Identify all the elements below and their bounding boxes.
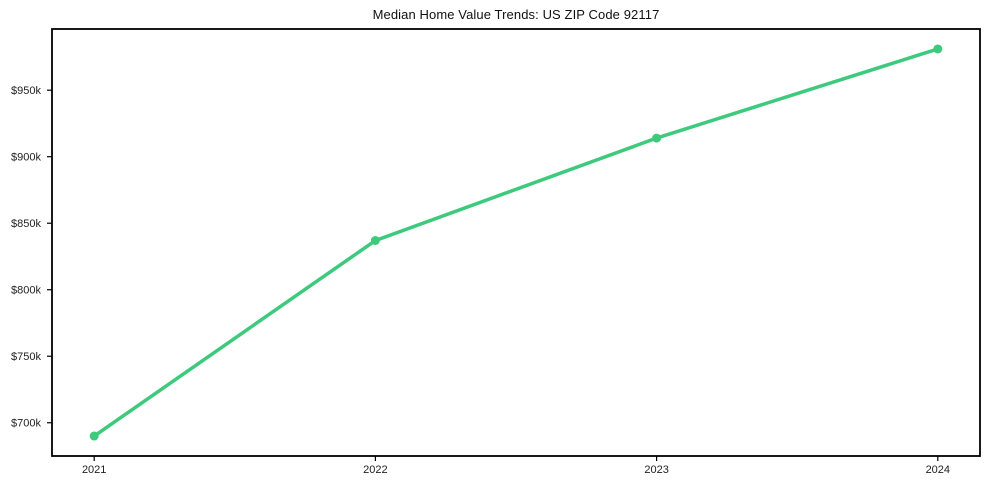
plot-border (51, 28, 981, 457)
trend-line (92, 47, 940, 438)
x-tick-label: 2021 (82, 464, 106, 476)
chart-title: Median Home Value Trends: US ZIP Code 92… (372, 7, 660, 22)
y-tick-label: $700k (11, 418, 41, 430)
x-tick-label: 2023 (644, 464, 668, 476)
y-tick-label: $750k (11, 351, 41, 363)
x-tick-label: 2024 (926, 464, 950, 476)
data-point-marker (933, 44, 943, 54)
data-point-marker (652, 133, 662, 143)
y-tick-label: $850k (11, 218, 41, 230)
x-tick-label: 2022 (363, 464, 387, 476)
y-tick-label: $800k (11, 285, 41, 297)
data-point-marker (370, 236, 380, 246)
y-tick-label: $900k (11, 152, 41, 164)
data-point-marker (89, 431, 99, 441)
y-tick-label: $950k (11, 85, 41, 97)
